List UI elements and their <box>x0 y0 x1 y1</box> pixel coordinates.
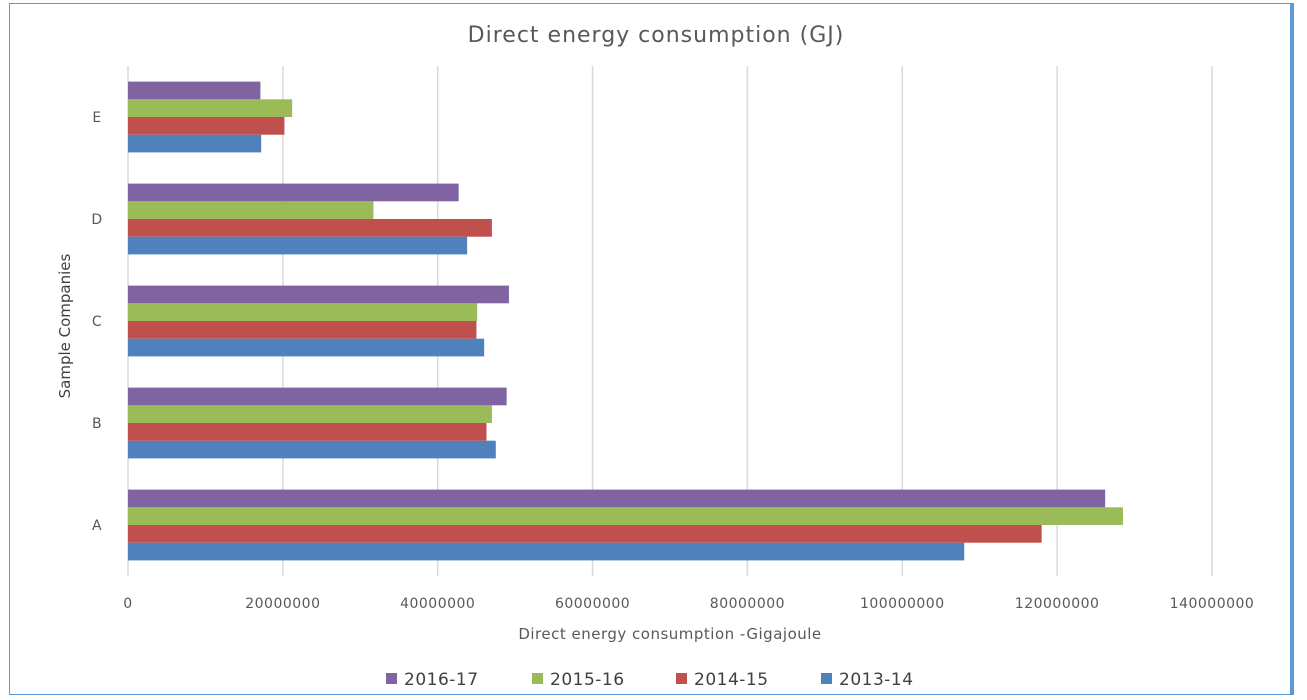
bar-B-2013-14 <box>128 440 496 459</box>
legend-swatch <box>821 673 832 684</box>
bar-B-2015-16 <box>128 405 492 423</box>
x-tick-label: 60000000 <box>555 596 630 612</box>
x-tick-label: 140000000 <box>1170 596 1255 612</box>
bar-E-2014-15 <box>128 117 285 135</box>
legend-label: 2013-14 <box>839 670 914 690</box>
legend: 2016-17 2015-16 2014-15 2013-14 <box>386 670 914 690</box>
y-tick-label: C <box>92 314 102 330</box>
bar-C-2015-16 <box>128 303 478 321</box>
y-tick-labels: A B C D E <box>91 110 102 534</box>
x-tick-label: 80000000 <box>710 596 785 612</box>
legend-swatch <box>676 673 687 684</box>
bar-C-2013-14 <box>128 338 485 357</box>
legend-label: 2014-15 <box>694 670 769 690</box>
y-tick-label: B <box>92 416 102 432</box>
bar-D-2015-16 <box>128 201 374 219</box>
y-tick-label: A <box>92 518 102 534</box>
legend-swatch <box>532 673 543 684</box>
bar-D-2014-15 <box>128 219 492 237</box>
x-axis-label: Direct energy consumption -Gigajoule <box>518 625 821 643</box>
bar-A-2013-14 <box>128 542 965 561</box>
legend-label: 2016-17 <box>404 670 479 690</box>
bar-A-2015-16 <box>128 507 1123 525</box>
bars <box>128 81 1123 561</box>
bar-E-2013-14 <box>128 134 262 153</box>
legend-label: 2015-16 <box>550 670 625 690</box>
x-tick-label: 100000000 <box>860 596 945 612</box>
bar-C-2014-15 <box>128 321 477 339</box>
x-tick-label: 0 <box>123 596 132 612</box>
bar-B-2014-15 <box>128 423 487 441</box>
chart-title: Direct energy consumption (GJ) <box>468 23 845 48</box>
bar-E-2016-17 <box>128 81 261 100</box>
bar-B-2016-17 <box>128 387 507 406</box>
x-tick-labels: 0 20000000 40000000 60000000 80000000 1000000… <box>123 596 1254 612</box>
bar-A-2014-15 <box>128 525 1042 543</box>
x-tick-label: 20000000 <box>245 596 320 612</box>
y-tick-label: E <box>92 110 101 126</box>
x-tick-label: 120000000 <box>1015 596 1100 612</box>
legend-swatch <box>386 673 397 684</box>
bar-C-2016-17 <box>128 285 509 304</box>
chart-frame <box>9 3 1294 695</box>
bar-E-2015-16 <box>128 99 293 117</box>
y-tick-label: D <box>91 212 102 228</box>
x-tick-label: 40000000 <box>400 596 475 612</box>
y-axis-label: Sample Companies <box>56 253 74 398</box>
bar-D-2013-14 <box>128 236 468 255</box>
bar-A-2016-17 <box>128 489 1106 508</box>
bar-D-2016-17 <box>128 183 459 202</box>
